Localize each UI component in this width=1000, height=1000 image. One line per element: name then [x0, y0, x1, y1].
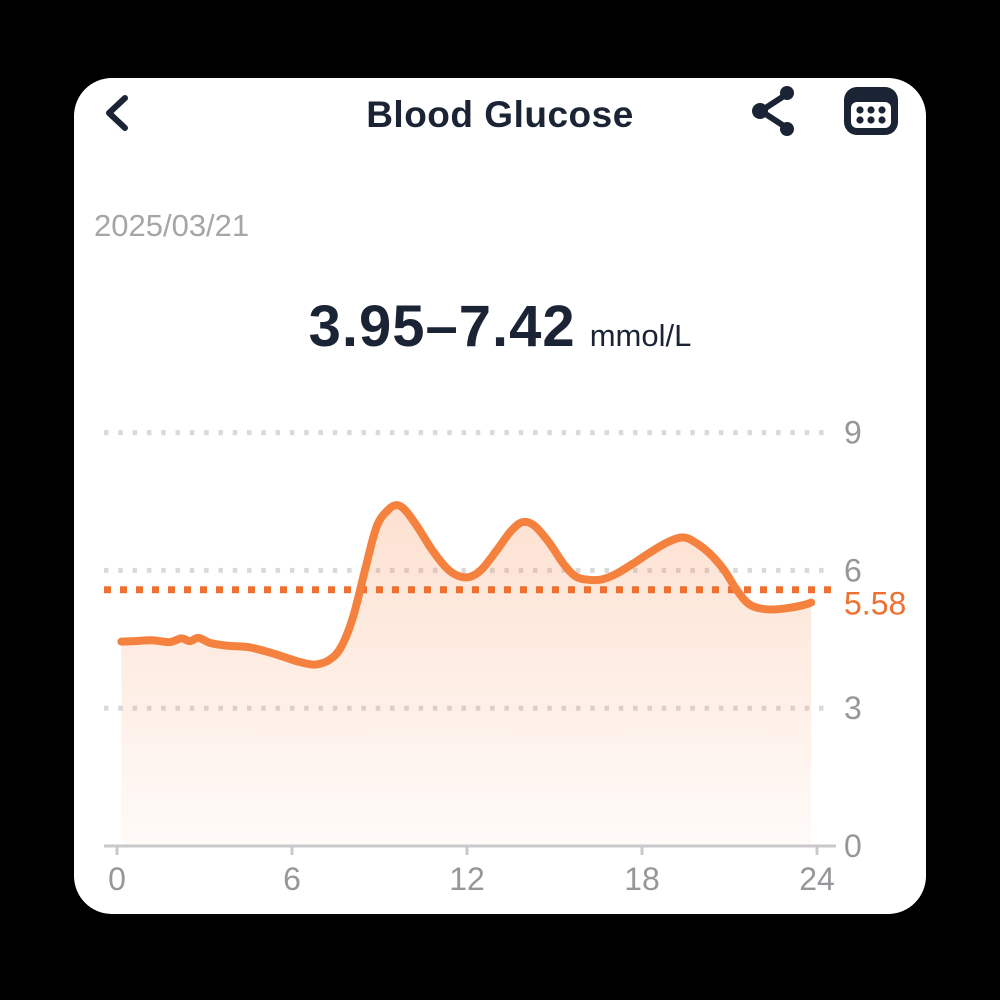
x-label-6: 6: [283, 861, 301, 897]
glucose-range-value: 3.95–7.42: [308, 294, 576, 359]
share-icon: [748, 83, 800, 142]
y-label-9: 9: [844, 415, 862, 451]
back-button[interactable]: [96, 92, 140, 136]
chevron-left-icon: [98, 91, 138, 138]
glucose-unit: mmol/L: [589, 318, 692, 353]
header: Blood Glucose: [74, 78, 926, 148]
x-label-24: 24: [799, 861, 835, 897]
y-label-6: 6: [844, 552, 862, 588]
calendar-grid-icon: [841, 84, 901, 141]
share-button[interactable]: [746, 84, 802, 140]
y-label-3: 3: [844, 690, 862, 726]
blood-glucose-card: Blood Glucose: [74, 78, 926, 914]
glucose-chart: 9 6 3 0 5.58 0 6 12 18 24: [104, 415, 906, 897]
date-label: 2025/03/21: [94, 208, 250, 243]
glucose-range-row: 3.95–7.42 mmol/L: [74, 293, 926, 360]
x-label-12: 12: [449, 861, 485, 897]
y-label-0: 0: [844, 828, 862, 864]
threshold-label: 5.58: [844, 586, 906, 622]
x-label-18: 18: [624, 861, 660, 897]
x-label-0: 0: [108, 861, 126, 897]
calendar-button[interactable]: [840, 84, 902, 140]
glucose-line: [117, 501, 816, 669]
page-title: Blood Glucose: [366, 94, 634, 135]
